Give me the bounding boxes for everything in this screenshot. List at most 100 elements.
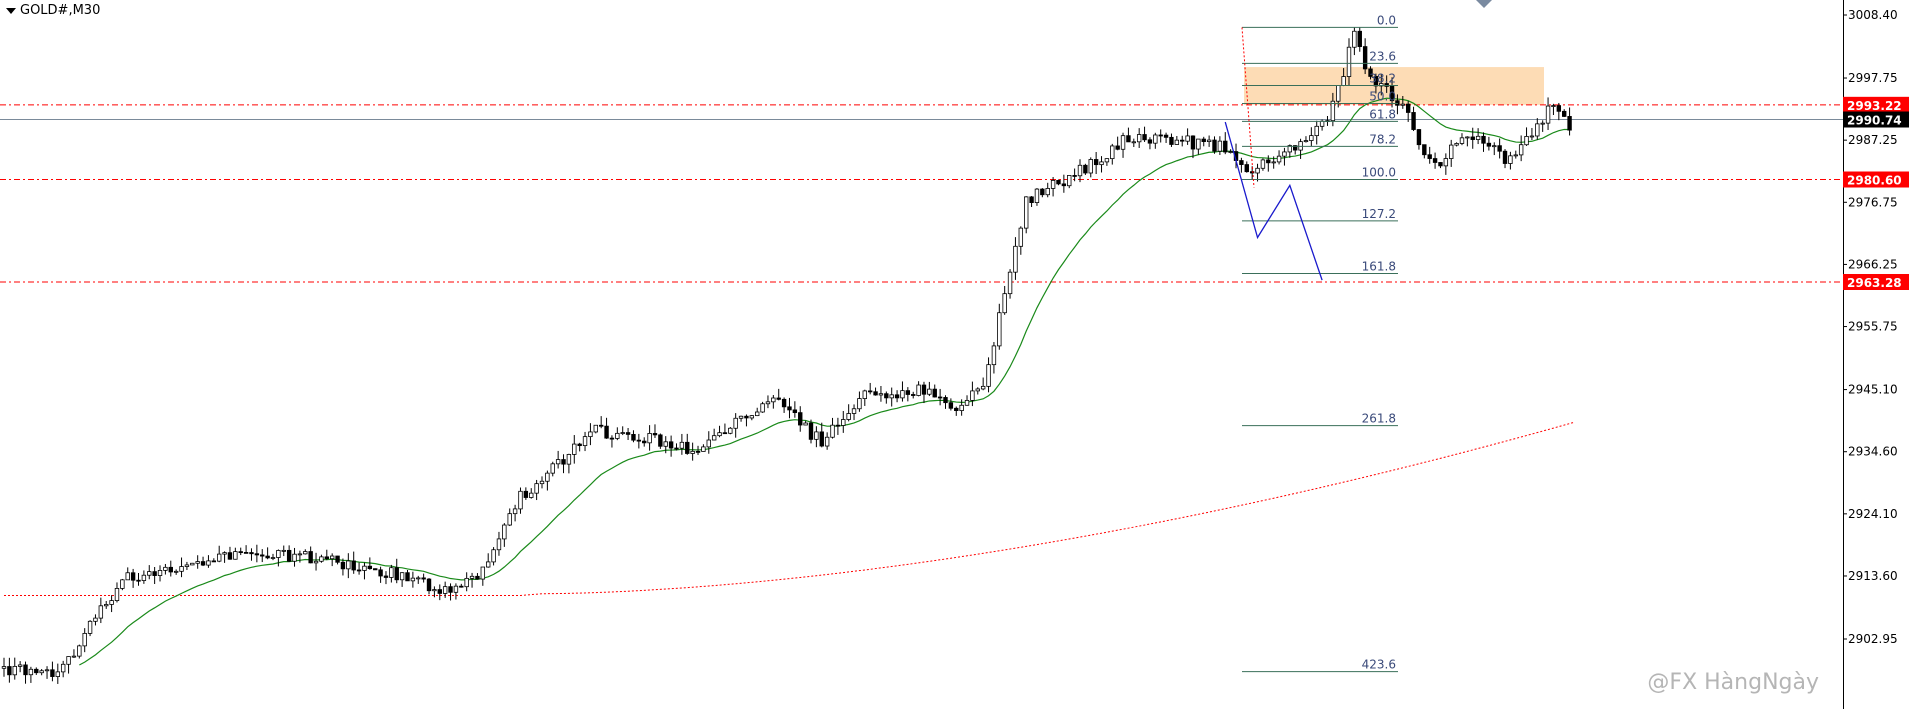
- candle: [313, 560, 319, 564]
- dropdown-triangle-icon[interactable]: [6, 7, 16, 14]
- candle: [954, 407, 959, 411]
- candle: [604, 425, 609, 439]
- candle: [469, 575, 475, 579]
- candle: [884, 393, 889, 399]
- candle: [17, 664, 23, 667]
- candle: [1276, 155, 1282, 163]
- candle: [911, 394, 916, 396]
- watermark-text: @FX HàngNgày: [1647, 670, 1819, 695]
- candle: [1524, 136, 1529, 146]
- candle: [798, 412, 803, 426]
- scroll-marker-icon[interactable]: [1476, 0, 1492, 8]
- candle: [1271, 161, 1276, 164]
- fib-level-label: 23.6: [1369, 49, 1396, 63]
- candle: [1346, 46, 1352, 77]
- projection-path[interactable]: [1224, 121, 1323, 281]
- candle: [1249, 171, 1255, 174]
- candle: [1077, 164, 1083, 177]
- candle: [238, 551, 243, 554]
- candle: [1013, 245, 1018, 273]
- candle: [34, 668, 39, 674]
- candle: [1067, 175, 1072, 187]
- candle: [1486, 142, 1492, 147]
- price-tag-label: 2993.22: [1847, 99, 1902, 113]
- candle: [87, 620, 93, 634]
- candle: [362, 565, 367, 571]
- candle: [1497, 145, 1502, 152]
- candle: [1223, 140, 1228, 153]
- candle: [647, 433, 652, 444]
- price-axis-label: 2997.75: [1848, 71, 1898, 85]
- candle: [1147, 139, 1153, 144]
- candle: [991, 345, 997, 366]
- candle: [927, 388, 932, 395]
- candle: [529, 492, 534, 498]
- candle: [216, 553, 222, 562]
- candle: [1427, 154, 1432, 159]
- candle: [765, 401, 771, 405]
- candle: [448, 586, 453, 593]
- candle: [1212, 139, 1217, 152]
- price-tag-label: 2990.74: [1847, 114, 1902, 128]
- candle: [1529, 135, 1535, 138]
- candle: [867, 390, 873, 393]
- plot-area[interactable]: [0, 0, 1844, 709]
- candle: [1056, 180, 1061, 185]
- candle: [308, 551, 313, 564]
- candle: [663, 441, 668, 447]
- candle: [841, 419, 846, 426]
- candle: [55, 671, 60, 677]
- candle: [706, 439, 711, 448]
- candle: [959, 404, 964, 411]
- candle: [50, 669, 55, 677]
- candle: [1196, 138, 1201, 150]
- candle: [168, 566, 173, 573]
- fib-level-label: 61.8: [1369, 107, 1396, 121]
- candle: [900, 390, 905, 399]
- price-axis-label: 2987.25: [1848, 133, 1898, 147]
- candle: [814, 431, 819, 440]
- candle: [566, 454, 572, 465]
- candle: [98, 605, 104, 619]
- candle: [437, 589, 442, 594]
- candle: [1002, 293, 1007, 314]
- candle: [254, 553, 260, 556]
- candle: [873, 391, 878, 396]
- candle: [523, 490, 529, 498]
- candle: [964, 400, 970, 406]
- candle: [1040, 188, 1045, 196]
- candle: [1163, 134, 1169, 138]
- candle: [1314, 125, 1319, 137]
- price-axis-label: 3008.40: [1848, 8, 1898, 22]
- candle: [1, 666, 7, 669]
- fib-level-label: 50.0: [1369, 89, 1396, 103]
- candle: [1352, 30, 1357, 48]
- candle: [480, 566, 486, 580]
- candle: [1502, 150, 1508, 164]
- candle: [894, 394, 900, 399]
- candle: [292, 553, 297, 562]
- candle: [351, 560, 356, 571]
- candle: [1432, 158, 1438, 163]
- candle: [717, 432, 722, 437]
- fib-level-label: 78.2: [1369, 132, 1396, 146]
- candle: [550, 463, 555, 474]
- price-tag-label: 2980.60: [1847, 174, 1902, 188]
- candle: [577, 443, 582, 447]
- candle: [534, 483, 539, 494]
- candle: [1287, 145, 1293, 153]
- candle: [405, 572, 410, 582]
- candle: [668, 441, 674, 449]
- candle: [997, 312, 1002, 347]
- candle: [781, 398, 787, 408]
- candle: [1309, 135, 1314, 141]
- symbol-timeframe-text: GOLD#,M30: [20, 3, 101, 18]
- price-axis-label: 2945.10: [1848, 383, 1898, 397]
- candle: [975, 388, 980, 392]
- candle: [491, 549, 496, 563]
- candle: [464, 577, 469, 588]
- symbol-title[interactable]: GOLD#,M30: [6, 3, 100, 18]
- fib-level-label: 127.2: [1362, 207, 1396, 221]
